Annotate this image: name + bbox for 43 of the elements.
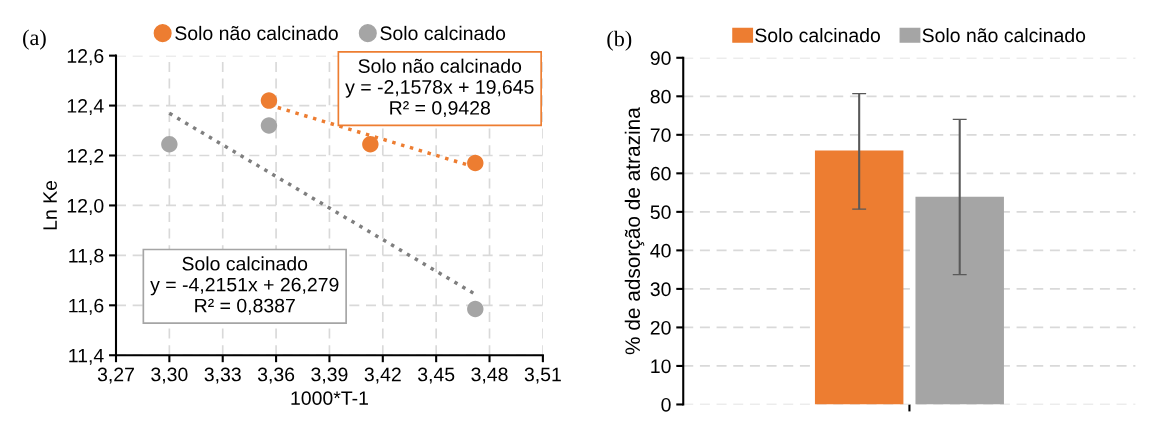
x-axis-title: 1000*T-1 bbox=[291, 391, 368, 406]
annotation: Solo não calcinado y = -2,1578x + 19,645 R² = 0,9428 bbox=[345, 58, 534, 118]
x-tick-label: 3,36 bbox=[257, 367, 295, 384]
x-tick-label: 3,51 bbox=[524, 367, 561, 384]
chart-title: (a) bbox=[23, 29, 46, 50]
x-tick-label: 3,27 bbox=[97, 367, 134, 384]
y-tick-label: 50 bbox=[650, 205, 671, 220]
legend-label: Solo não calcinado bbox=[922, 27, 1086, 43]
chart-title: (b) bbox=[607, 30, 632, 51]
x-tick-label: 3,45 bbox=[417, 367, 455, 384]
y-tick-label: 70 bbox=[650, 128, 671, 143]
x-tick-label: 3,42 bbox=[364, 367, 401, 384]
y-tick-label: 12,2 bbox=[67, 148, 104, 166]
y-axis-title: % de adsorção de atrazina bbox=[624, 107, 645, 355]
y-tick-label: 90 bbox=[650, 51, 671, 66]
y-tick-label: 30 bbox=[650, 282, 671, 297]
y-axis-title: Ln Ke bbox=[43, 180, 57, 230]
y-tick-label: 12,4 bbox=[67, 99, 104, 116]
legend-label: Solo calcinado bbox=[755, 27, 880, 43]
x-tick-label: 3,30 bbox=[151, 367, 188, 384]
y-tick-label: 20 bbox=[650, 320, 671, 335]
y-tick-label: 80 bbox=[650, 89, 671, 104]
point bbox=[260, 92, 278, 109]
y-tick-label: 11,4 bbox=[69, 348, 104, 365]
y-tick-label: 0 bbox=[661, 397, 671, 412]
x-tick-label: 3,39 bbox=[311, 367, 348, 384]
y-tick-label: 10 bbox=[651, 359, 671, 374]
legend-label: Solo calcinado bbox=[380, 25, 506, 41]
x-tick-label: 3,48 bbox=[471, 367, 508, 384]
point bbox=[467, 154, 484, 172]
y-tick-label: 11,6 bbox=[69, 298, 104, 315]
x-tick-label: 3,33 bbox=[204, 367, 241, 384]
y-tick-label: 11,8 bbox=[69, 248, 104, 265]
point bbox=[260, 117, 278, 134]
y-tick-label: 40 bbox=[650, 243, 671, 258]
point bbox=[362, 136, 379, 153]
y-tick-label: 60 bbox=[650, 166, 671, 181]
annotation: Solo calcinado y = -4,2151x + 26,279 R² = 0,8387 bbox=[150, 256, 339, 315]
point bbox=[467, 300, 484, 318]
y-tick-label: 12,6 bbox=[67, 49, 104, 66]
point bbox=[161, 136, 178, 153]
legend-label: Solo não calcinado bbox=[175, 25, 338, 41]
y-tick-label: 12,0 bbox=[67, 198, 104, 215]
